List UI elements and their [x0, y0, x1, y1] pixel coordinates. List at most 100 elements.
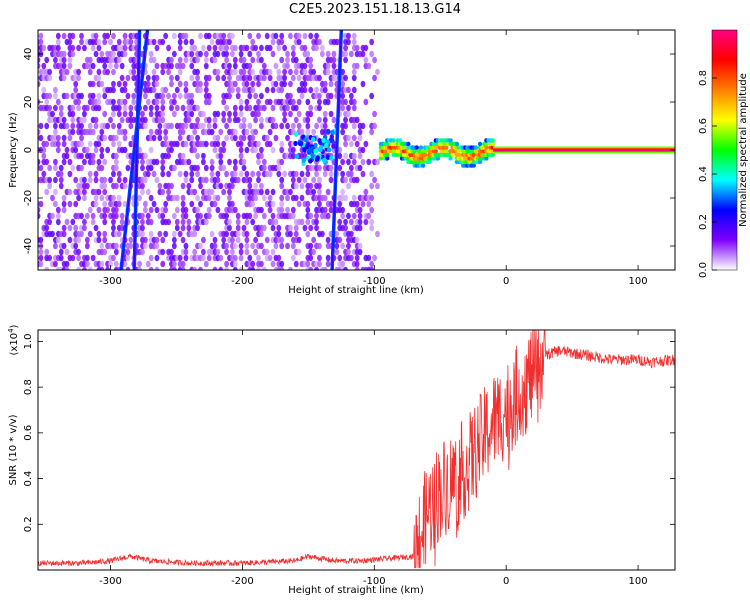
heatmap-cell	[360, 158, 366, 166]
heatmap-cell	[306, 142, 311, 148]
heatmap-cell	[354, 44, 360, 52]
heatmap-cell	[473, 145, 479, 150]
heatmap-cell	[308, 62, 314, 70]
heatmap-cell	[290, 242, 296, 250]
heatmap-cell	[174, 218, 180, 226]
heatmap-cell	[311, 236, 317, 244]
heatmap-cell	[163, 32, 169, 40]
heatmap-cell	[157, 230, 163, 238]
heatmap-cell	[87, 68, 93, 76]
heatmap-cell	[369, 206, 375, 214]
heatmap-cell	[200, 248, 206, 256]
heatmap-cell	[232, 164, 238, 172]
heatmap-cell	[261, 104, 267, 112]
heatmap-cell	[82, 176, 87, 184]
heatmap-cell	[227, 38, 232, 46]
heatmap-cell	[372, 56, 377, 64]
heatmap-cell	[348, 218, 354, 226]
heatmap-cell	[241, 116, 247, 124]
heatmap-cell	[351, 158, 357, 166]
heatmap-cell	[122, 146, 128, 154]
heatmap-cell	[160, 92, 166, 100]
heatmap-cell	[53, 92, 58, 100]
heatmap-cell	[148, 218, 154, 226]
heatmap-cell	[41, 152, 47, 160]
heatmap-streak-core	[133, 30, 141, 270]
heatmap-cell	[247, 74, 253, 82]
heatmap-cell	[366, 158, 372, 166]
heatmap-cell	[50, 212, 55, 220]
heatmap-cell	[244, 44, 250, 52]
heatmap-cell	[55, 98, 61, 106]
heatmap-cell	[70, 110, 76, 118]
heatmap-cell	[64, 122, 70, 130]
heatmap-cell	[238, 110, 244, 118]
heatmap-cell	[145, 212, 151, 220]
heatmap-cell	[76, 68, 82, 76]
heatmap-cell	[471, 152, 476, 157]
heatmap-cell	[305, 200, 311, 208]
heatmap-cell	[279, 194, 285, 202]
heatmap-cell	[183, 170, 189, 178]
heatmap-cell	[250, 218, 256, 226]
heatmap-cell	[183, 32, 189, 40]
heatmap-cell	[183, 140, 189, 148]
heatmap-cell	[122, 104, 128, 112]
heatmap-cell	[311, 176, 317, 184]
heatmap-cell	[108, 116, 113, 124]
heatmap-cell	[307, 147, 313, 153]
heatmap-cell	[58, 164, 64, 172]
heatmap-cell	[128, 122, 134, 130]
heatmap-cell	[192, 188, 198, 196]
heatmap-cell	[218, 128, 224, 136]
heatmap-cell	[180, 266, 186, 270]
heatmap-cell	[351, 212, 357, 220]
heatmap-cell	[456, 149, 462, 154]
heatmap-cell	[288, 92, 293, 100]
heatmap-cell	[67, 56, 73, 64]
heatmap-cell	[87, 206, 93, 214]
heatmap-cell	[363, 56, 369, 64]
colorbar-tick-label: 0.8	[698, 70, 709, 86]
heatmap-cell	[357, 134, 363, 142]
heatmap-cell	[154, 176, 160, 184]
heatmap-cell	[346, 182, 351, 190]
heatmap-cell	[99, 266, 105, 270]
y-tick-label: 40	[23, 48, 34, 61]
heatmap-cell	[343, 122, 348, 130]
heatmap-cell	[444, 145, 449, 150]
heatmap-cell	[256, 266, 261, 270]
heatmap-cell	[47, 182, 53, 190]
heatmap-cell	[180, 128, 186, 136]
heatmap-cell	[337, 146, 343, 154]
heatmap-cell	[293, 68, 299, 76]
heatmap-cell	[189, 176, 195, 184]
heatmap-cell	[195, 56, 200, 64]
heatmap-cell	[351, 74, 357, 82]
heatmap-cell	[314, 224, 319, 232]
heatmap-cell	[235, 224, 241, 232]
heatmap-cell	[232, 128, 238, 136]
heatmap-cell	[290, 254, 296, 262]
heatmap-cell	[55, 32, 61, 40]
heatmap-cell	[113, 164, 119, 172]
heatmap-cell	[369, 260, 375, 268]
heatmap-cell	[247, 122, 253, 130]
heatmap-cell	[105, 266, 111, 270]
heatmap-cell	[279, 260, 285, 268]
heatmap-cell	[87, 140, 93, 148]
heatmap-cell	[180, 224, 186, 232]
heatmap-cell	[93, 32, 99, 40]
heatmap-cell	[128, 236, 134, 244]
heatmap-cell	[346, 104, 351, 112]
heatmap-cell	[314, 44, 319, 52]
heatmap-cell	[293, 182, 299, 190]
heatmap-cell	[55, 38, 61, 46]
heatmap-cell	[299, 182, 305, 190]
heatmap-cell	[305, 98, 311, 106]
colorbar-tick-label: 0.4	[698, 166, 709, 182]
heatmap-cell	[232, 68, 238, 76]
heatmap-cell	[195, 152, 200, 160]
heatmap-cell	[61, 140, 67, 148]
spectrogram-x-axis-label: Height of straight line (km)	[288, 285, 424, 296]
